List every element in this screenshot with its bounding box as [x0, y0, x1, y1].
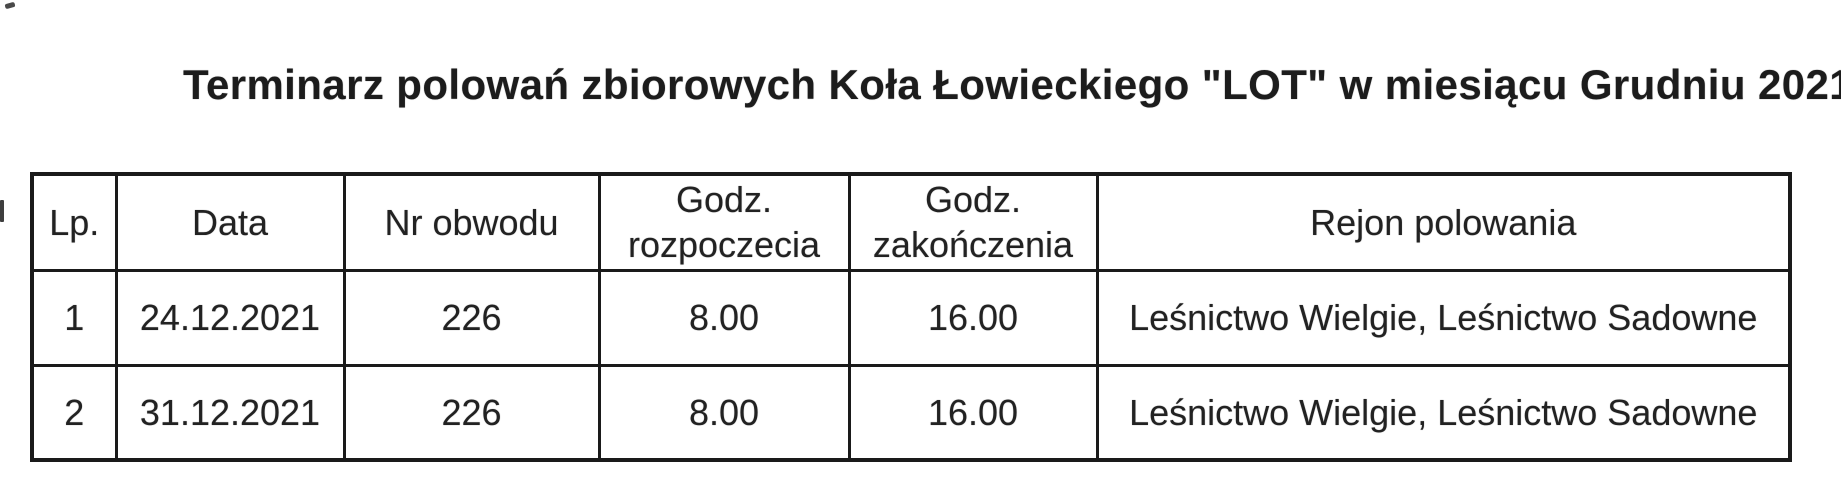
table-header-row: Lp. Data Nr obwodu Godz. rozpoczecia God…	[30, 172, 1792, 272]
document-title: Terminarz polowań zbiorowych Koła Łowiec…	[183, 61, 1841, 108]
header-godz-rozpoczecia: Godz. rozpoczecia	[597, 172, 851, 272]
header-lp: Lp.	[30, 172, 118, 272]
header-godz-rozpoczecia-label: Godz. rozpoczecia	[627, 179, 821, 266]
header-godz-zakonczenia: Godz. zakończenia	[847, 172, 1099, 272]
cell-godz-zakonczenia: 16.00	[847, 363, 1099, 462]
cell-godz-zakonczenia: 16.00	[847, 268, 1099, 367]
scan-artifact	[0, 200, 4, 222]
cell-nr-obwodu: 226	[342, 363, 601, 462]
cell-lp: 1	[30, 268, 118, 367]
cell-godz-rozpoczecia: 8.00	[597, 363, 851, 462]
cell-nr-obwodu: 226	[342, 268, 601, 367]
header-rejon-polowania: Rejon polowania	[1095, 172, 1792, 272]
hunt-schedule-table: Lp. Data Nr obwodu Godz. rozpoczecia God…	[30, 172, 1792, 462]
cell-data: 24.12.2021	[114, 268, 346, 367]
header-godz-zakonczenia-label: Godz. zakończenia	[872, 179, 1074, 266]
scan-artifact	[4, 1, 16, 10]
table-row: 2 31.12.2021 226 8.00 16.00 Leśnictwo Wi…	[30, 363, 1792, 462]
cell-lp: 2	[30, 363, 118, 462]
header-nr-obwodu: Nr obwodu	[342, 172, 601, 272]
header-data: Data	[114, 172, 346, 272]
cell-rejon: Leśnictwo Wielgie, Leśnictwo Sadowne	[1095, 268, 1792, 367]
cell-godz-rozpoczecia: 8.00	[597, 268, 851, 367]
cell-rejon: Leśnictwo Wielgie, Leśnictwo Sadowne	[1095, 363, 1792, 462]
table-row: 1 24.12.2021 226 8.00 16.00 Leśnictwo Wi…	[30, 268, 1792, 367]
cell-data: 31.12.2021	[114, 363, 346, 462]
